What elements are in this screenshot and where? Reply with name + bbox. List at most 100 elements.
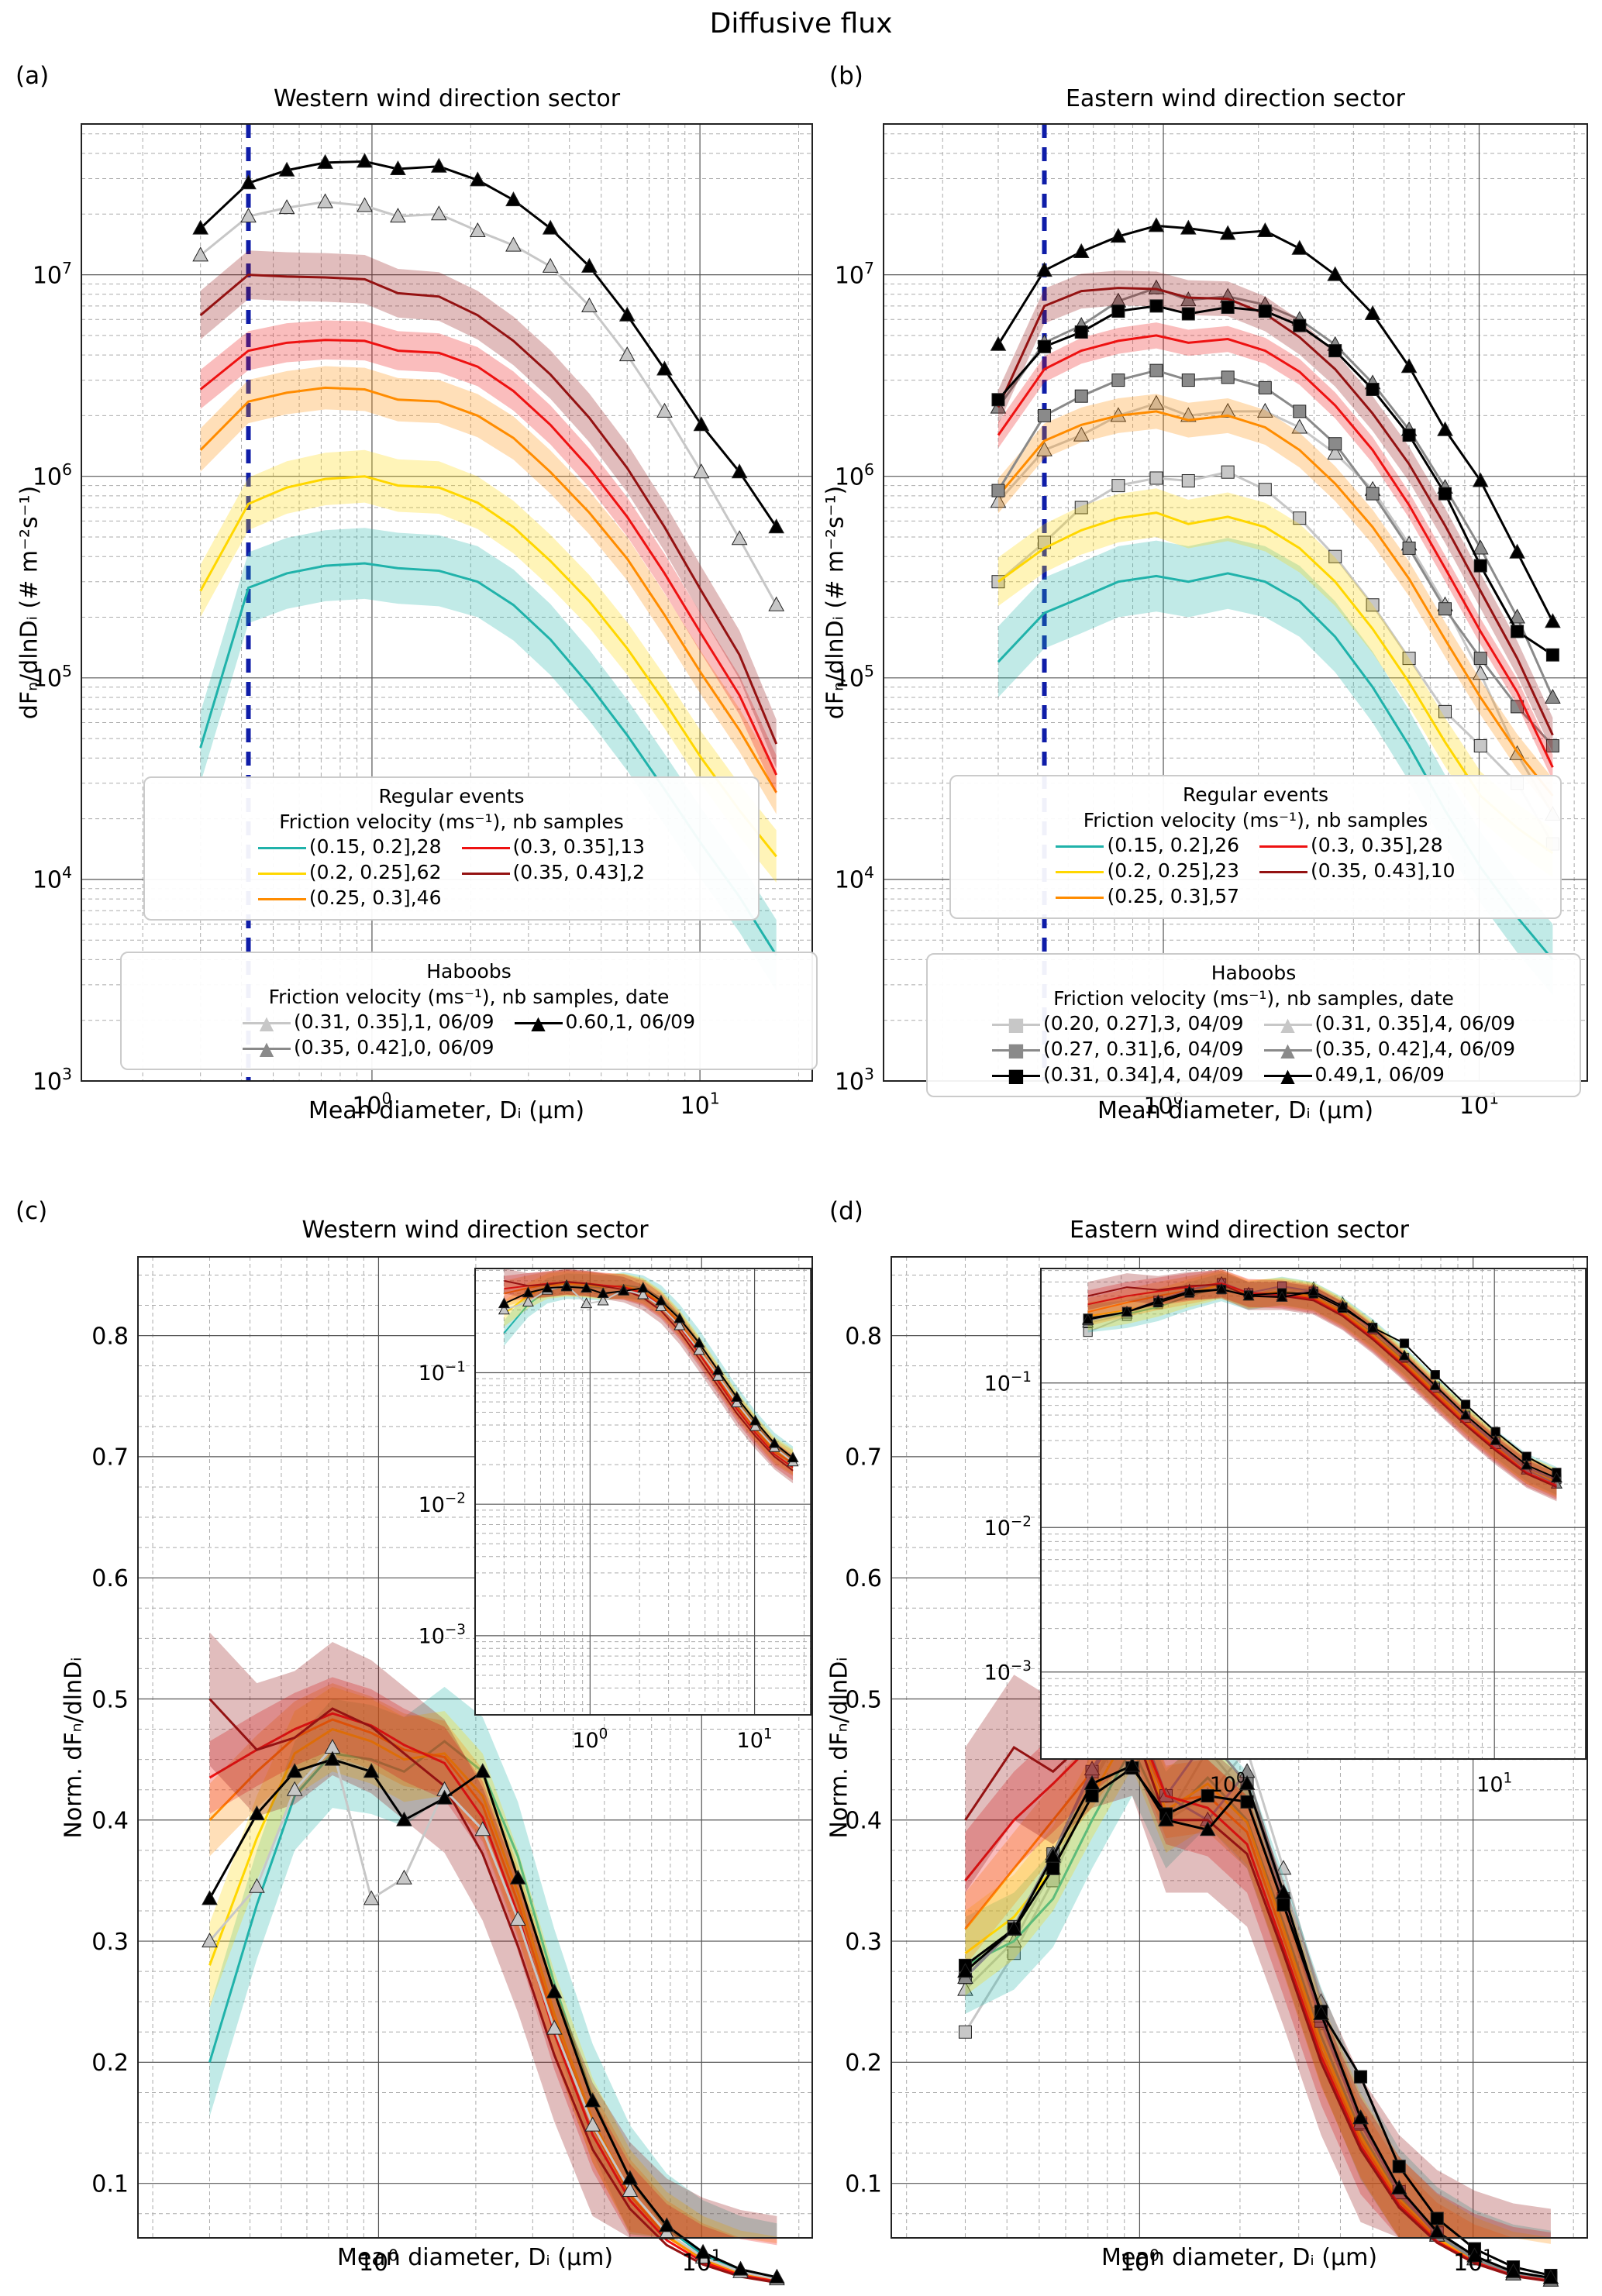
legend-entry-label: (0.15, 0.2],28 [308,835,442,859]
panel-a-x-axis-label: Mean diameter, Dᵢ (μm) [308,1097,585,1124]
legend-a-haboobs: Haboobs Friction velocity (ms⁻¹), nb samp… [120,952,818,1070]
legend-entry-label: (0.2, 0.25],23 [1107,859,1240,883]
svg-text:0.5: 0.5 [845,1686,882,1713]
triangle-icon: ▲ [259,1011,274,1034]
square-icon: ■ [1007,1064,1025,1086]
svg-text:0.2: 0.2 [91,2050,129,2077]
legend-entry: (0.15, 0.2],28 [257,835,442,860]
panel-b-letter: (b) [829,62,863,90]
legend-entry: (0.2, 0.25],23 [1056,859,1239,884]
panel-d-title: Eastern wind direction sector [1069,1217,1410,1244]
svg-text:101: 101 [682,2246,722,2277]
line-swatch [461,862,510,884]
legend-entry-label: 0.49,1, 06/09 [1314,1063,1445,1086]
legend-entry-label: (0.35, 0.43],10 [1311,859,1456,883]
legend-entry: (0.2, 0.25],62 [257,860,442,886]
panel-b-x-axis-label: Mean diameter, Dᵢ (μm) [1097,1097,1374,1124]
panel-c-y-axis-label: Norm. dFₙ/dlnDᵢ [60,1657,88,1839]
line-swatch [1259,835,1308,857]
panel-b-title: Eastern wind direction sector [1065,85,1406,112]
legend-b-haboobs: Haboobs Friction velocity (ms⁻¹), nb samp… [926,953,1581,1097]
svg-text:105: 105 [33,662,72,693]
legend-entry-label: 0.60,1, 06/09 [565,1010,695,1034]
line-swatch [1259,861,1308,883]
svg-text:100: 100 [359,2246,398,2277]
triangle-marker-swatch: ▲ [1263,1038,1312,1061]
legend-entry-label: (0.35, 0.43],2 [512,861,646,884]
legend-entry: ■ (0.27, 0.31],6, 04/09 [991,1037,1244,1062]
square-marker-swatch: ■ [991,1064,1040,1086]
legend-entry-label: (0.31, 0.34],4, 04/09 [1042,1063,1244,1086]
svg-text:0.3: 0.3 [91,1929,129,1956]
svg-text:106: 106 [835,460,874,491]
svg-text:0.1: 0.1 [91,2170,129,2198]
panel-d-letter: (d) [829,1197,863,1225]
legend-entry-label: (0.31, 0.35],1, 06/09 [294,1010,494,1034]
svg-text:103: 103 [33,1065,72,1096]
triangle-icon: ▲ [1280,1013,1295,1035]
line-swatch [257,888,306,910]
svg-text:0.5: 0.5 [91,1686,129,1713]
svg-text:10−2: 10−2 [984,1514,1032,1540]
svg-text:104: 104 [33,863,72,894]
square-icon: ■ [1007,1013,1025,1035]
panel-a-y-axis-label: dFₙ/dlnDᵢ (# m⁻²s⁻¹) [16,485,43,720]
svg-text:0.1: 0.1 [845,2170,882,2198]
legend-title: Regular events [1182,783,1329,806]
svg-text:0.8: 0.8 [91,1323,129,1350]
square-marker-swatch: ■ [991,1039,1040,1061]
svg-text:0.7: 0.7 [845,1444,882,1472]
panel-c-title: Western wind direction sector [301,1217,649,1244]
legend-title: Haboobs [426,960,512,983]
panel-d-x-axis-label: Mean diameter, Dᵢ (μm) [1101,2244,1378,2271]
svg-text:0.7: 0.7 [91,1444,129,1472]
square-marker-swatch: ■ [991,1013,1040,1035]
triangle-marker-swatch: ▲ [514,1011,563,1034]
legend-entry: ▲ 0.49,1, 06/09 [1263,1062,1516,1088]
triangle-marker-swatch: ▲ [1263,1013,1312,1035]
legend-entry: (0.15, 0.2],26 [1056,833,1239,859]
legend-entry-label: (0.2, 0.25],62 [308,861,442,884]
legend-subtitle: Friction velocity (ms⁻¹), nb samples [1083,808,1428,831]
legend-entry: ■ (0.20, 0.27],3, 04/09 [991,1011,1244,1037]
panel-a-title: Western wind direction sector [273,85,621,112]
triangle-icon: ▲ [1280,1038,1295,1061]
legend-entry: ▲ (0.35, 0.42],4, 06/09 [1263,1037,1516,1062]
legend-entry: (0.3, 0.35],28 [1259,833,1456,859]
panel-c-x-axis-label: Mean diameter, Dᵢ (μm) [336,2244,614,2271]
svg-text:107: 107 [835,259,874,290]
legend-entry: (0.3, 0.35],13 [461,835,646,860]
legend-entry: (0.35, 0.43],10 [1259,859,1456,884]
svg-text:0.2: 0.2 [845,2050,882,2077]
legend-entry-label: (0.27, 0.31],6, 04/09 [1042,1038,1244,1061]
svg-text:107: 107 [33,259,72,290]
legend-entry-label: (0.35, 0.42],0, 06/09 [294,1036,494,1059]
svg-text:105: 105 [835,662,874,693]
legend-entry-label: (0.20, 0.27],3, 04/09 [1042,1012,1244,1035]
legend-subtitle: Friction velocity (ms⁻¹), nb samples, da… [268,985,670,1008]
legend-entry-label: (0.3, 0.35],13 [512,835,646,859]
svg-text:0.6: 0.6 [845,1565,882,1592]
legend-entry: ■ (0.31, 0.34],4, 04/09 [991,1062,1244,1088]
svg-text:106: 106 [33,460,72,491]
triangle-icon: ▲ [259,1037,274,1059]
legend-entry: ▲ 0.60,1, 06/09 [514,1010,695,1035]
line-swatch [257,837,306,859]
svg-text:0.4: 0.4 [91,1808,129,1835]
line-swatch [257,862,306,884]
legend-entry-label: (0.3, 0.35],28 [1311,834,1443,857]
legend-entry: (0.25, 0.3],57 [1056,884,1239,910]
legend-entry: ▲ (0.31, 0.35],4, 06/09 [1263,1011,1515,1037]
legend-b-regular-events: Regular events Friction velocity (ms⁻¹), … [949,775,1562,919]
svg-text:104: 104 [835,863,874,894]
legend-entry-label: (0.25, 0.3],46 [308,886,442,910]
svg-text:100: 100 [1120,2246,1159,2277]
triangle-icon: ▲ [531,1011,546,1034]
legend-entry-label: (0.35, 0.42],4, 06/09 [1314,1038,1516,1061]
line-swatch [1056,835,1104,857]
svg-text:103: 103 [835,1065,874,1096]
